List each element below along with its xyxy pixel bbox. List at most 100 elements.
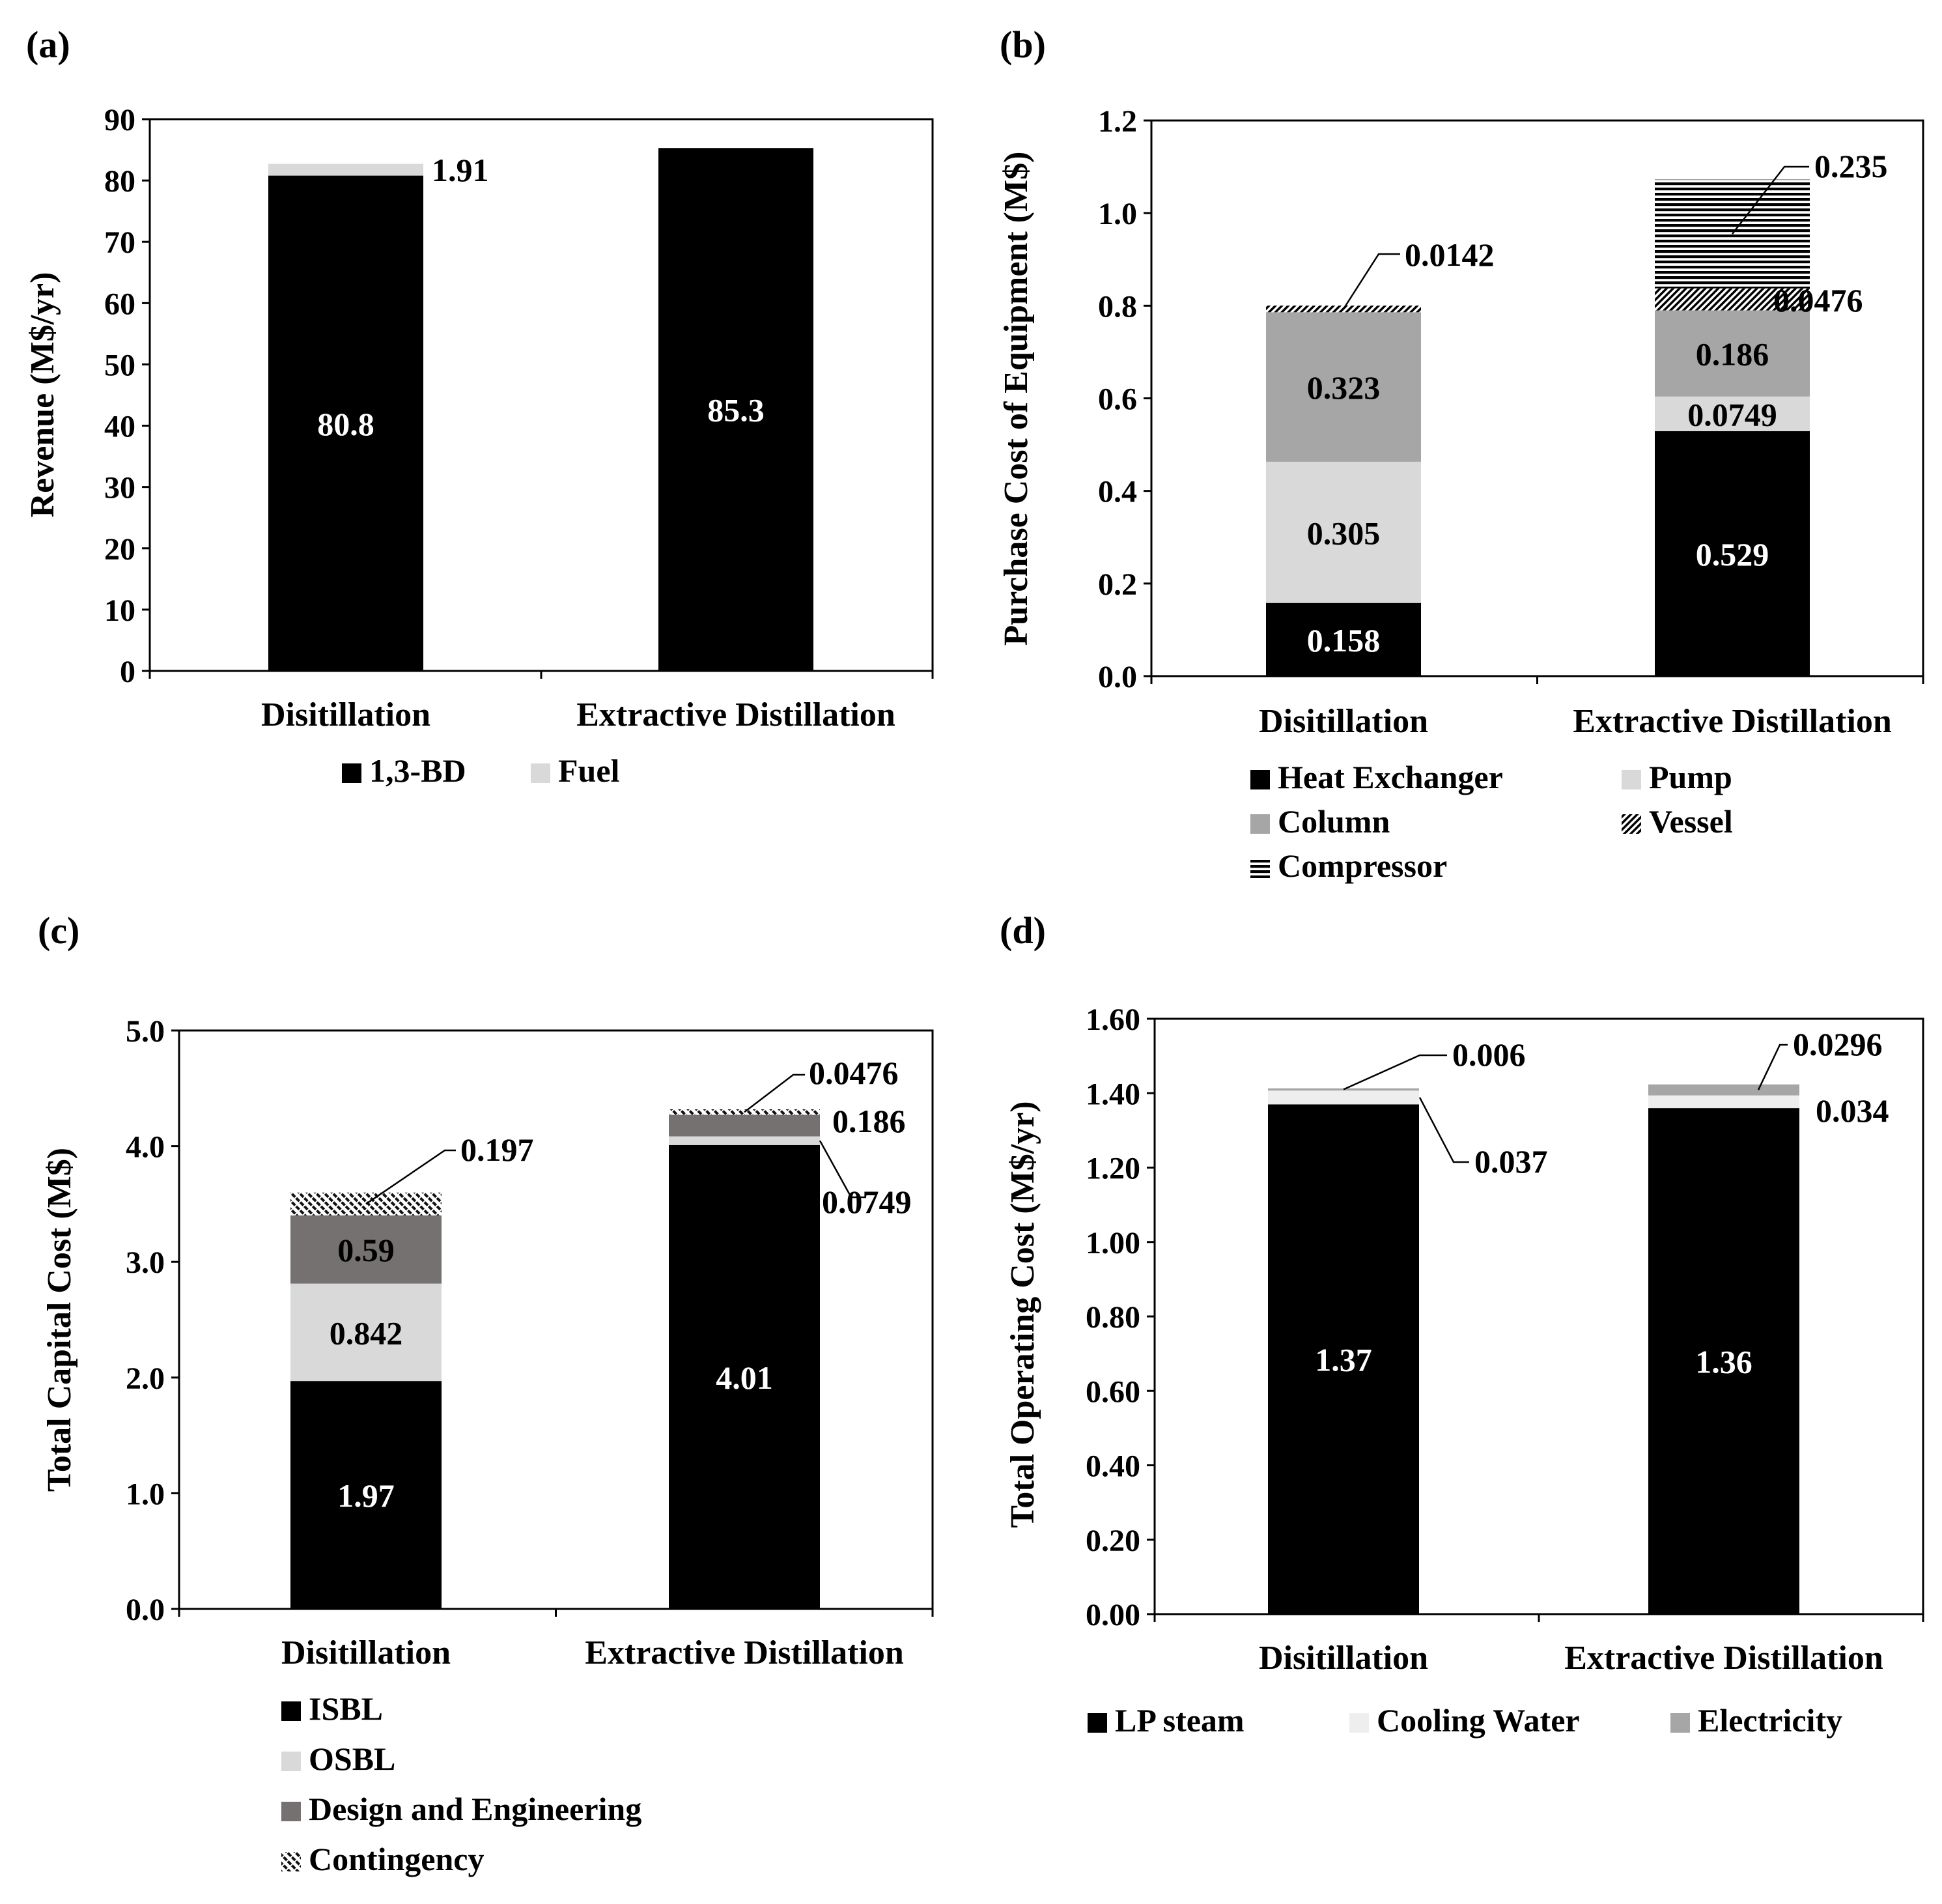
y-tick-label: 1.60 bbox=[1086, 1002, 1140, 1037]
bar-segment bbox=[290, 1215, 442, 1284]
legend-swatch bbox=[1622, 814, 1641, 834]
legend-label: 1,3-BD bbox=[369, 752, 466, 789]
data-label: 0.323 bbox=[1307, 369, 1381, 406]
legend-label: Column bbox=[1278, 803, 1390, 840]
panel-b-chart: (b) 0.0 0.2 0.4 0.6 0.8 1.0 1.2 Purchase Cost of… bbox=[998, 23, 1924, 884]
bar-segment bbox=[1268, 1104, 1419, 1614]
legend-swatch bbox=[281, 1701, 301, 1721]
data-label: 1.37 bbox=[1315, 1342, 1372, 1378]
bar-segment bbox=[1648, 1095, 1799, 1109]
data-label: 0.0749 bbox=[1687, 396, 1777, 433]
data-label: 0.197 bbox=[460, 1131, 534, 1168]
y-axis-label: Total Operating Cost (M$/yr) bbox=[1004, 1101, 1041, 1527]
data-label: 0.034 bbox=[1816, 1092, 1889, 1129]
legend-label: Vessel bbox=[1649, 803, 1733, 840]
legend-label: OSBL bbox=[309, 1741, 395, 1777]
bar-segment bbox=[1648, 1084, 1799, 1096]
legend-label: Electricity bbox=[1698, 1702, 1842, 1739]
legend-swatch bbox=[531, 763, 550, 783]
y-axis-label: Purchase Cost of Equipment (M$) bbox=[998, 152, 1035, 646]
data-label: 0.235 bbox=[1814, 148, 1888, 184]
legend-swatch bbox=[1349, 1713, 1369, 1733]
leader-line bbox=[1343, 1054, 1447, 1090]
bar-segment bbox=[658, 148, 813, 671]
y-tick-label: 0.60 bbox=[1086, 1374, 1140, 1409]
legend-label: Fuel bbox=[558, 752, 620, 789]
data-label: 0.0476 bbox=[809, 1055, 899, 1091]
y-tick-label: 0.4 bbox=[1098, 475, 1137, 509]
legend-swatch bbox=[1622, 770, 1641, 789]
panel-d-chart: (d) 0.00 0.20 0.40 0.60 0.80 1.00 1.20 1.40 1.60 T… bbox=[1000, 909, 1924, 1739]
bar-segment bbox=[268, 175, 423, 671]
y-tick-label: 0 bbox=[120, 655, 135, 689]
y-tick-label: 50 bbox=[104, 348, 135, 382]
y-tick-label: 70 bbox=[104, 225, 135, 260]
category-label: Extractive Distillation bbox=[1564, 1640, 1883, 1677]
bar-segment bbox=[669, 1144, 820, 1609]
data-label: 1.91 bbox=[432, 152, 489, 188]
data-label: 0.0476 bbox=[1773, 282, 1863, 319]
leader-line bbox=[1342, 253, 1400, 309]
bar-segment bbox=[1655, 396, 1810, 431]
panel-a-tag: (a) bbox=[26, 23, 70, 66]
bar-segment bbox=[669, 1136, 820, 1145]
category-label: Disitillation bbox=[281, 1634, 451, 1671]
legend-swatch bbox=[1250, 814, 1270, 834]
y-tick-label: 0.6 bbox=[1098, 382, 1137, 417]
leader-line bbox=[819, 1140, 866, 1199]
bar-segment bbox=[268, 163, 423, 176]
leader-line bbox=[744, 1073, 805, 1113]
panel-c-tag: (c) bbox=[38, 909, 79, 952]
legend-label: Design and Engineering bbox=[309, 1791, 641, 1827]
y-tick-label: 80 bbox=[104, 164, 135, 199]
y-tick-label: 60 bbox=[104, 287, 135, 321]
y-tick-label: 4.0 bbox=[126, 1130, 165, 1165]
data-label: 0.158 bbox=[1307, 622, 1381, 659]
bar-segment bbox=[290, 1283, 442, 1382]
bar-segment bbox=[1266, 603, 1421, 676]
bar-segment bbox=[1655, 288, 1810, 311]
y-axis-label: Total Capital Cost (M$) bbox=[41, 1148, 78, 1492]
bar-segment bbox=[669, 1115, 820, 1137]
legend-swatch bbox=[1088, 1713, 1107, 1733]
legend-swatch bbox=[1250, 859, 1270, 878]
legend-swatch bbox=[281, 1802, 301, 1821]
data-label: 0.305 bbox=[1307, 515, 1381, 551]
bar-segment bbox=[1266, 461, 1421, 603]
panel-a-plot-frame bbox=[148, 118, 934, 672]
data-label: 1.97 bbox=[337, 1477, 395, 1514]
bar-segment bbox=[290, 1381, 442, 1609]
legend-label: ISBL bbox=[309, 1690, 383, 1727]
bar-segment bbox=[1266, 312, 1421, 462]
data-label: 0.186 bbox=[832, 1103, 906, 1139]
legend-label: LP steam bbox=[1115, 1702, 1245, 1739]
y-tick-label: 10 bbox=[104, 593, 135, 628]
data-label: 1.36 bbox=[1695, 1344, 1752, 1380]
panel-a-chart: (a) 0 10 20 30 40 50 60 70 80 90 Revenue (M$/yr) Dis… bbox=[24, 23, 934, 789]
category-label: Extractive Distillation bbox=[576, 696, 895, 733]
y-tick-label: 30 bbox=[104, 471, 135, 505]
category-label: Extractive Distillation bbox=[585, 1634, 904, 1671]
legend-swatch bbox=[281, 1752, 301, 1771]
y-tick-label: 1.2 bbox=[1098, 104, 1137, 139]
data-label: 0.006 bbox=[1452, 1036, 1526, 1073]
data-label: 0.0142 bbox=[1405, 236, 1495, 273]
category-label: Disitillation bbox=[261, 696, 430, 733]
bar-segment bbox=[1655, 431, 1810, 676]
y-tick-label: 0.0 bbox=[1098, 660, 1137, 694]
data-label: 85.3 bbox=[707, 392, 765, 429]
data-label: 0.186 bbox=[1696, 336, 1769, 373]
legend-swatch bbox=[1670, 1713, 1690, 1733]
legend-label: Contingency bbox=[309, 1841, 484, 1877]
category-label: Disitillation bbox=[1259, 1640, 1428, 1677]
panel-d-tag: (d) bbox=[1000, 909, 1046, 952]
y-tick-label: 0.8 bbox=[1098, 289, 1137, 324]
y-tick-label: 20 bbox=[104, 532, 135, 567]
data-label: 0.0296 bbox=[1793, 1026, 1883, 1062]
y-tick-label: 0.40 bbox=[1086, 1449, 1140, 1484]
legend-label: Pump bbox=[1649, 759, 1732, 795]
y-tick-label: 5.0 bbox=[126, 1014, 165, 1049]
leader-line bbox=[1757, 1044, 1788, 1090]
data-label: 0.037 bbox=[1474, 1143, 1548, 1180]
